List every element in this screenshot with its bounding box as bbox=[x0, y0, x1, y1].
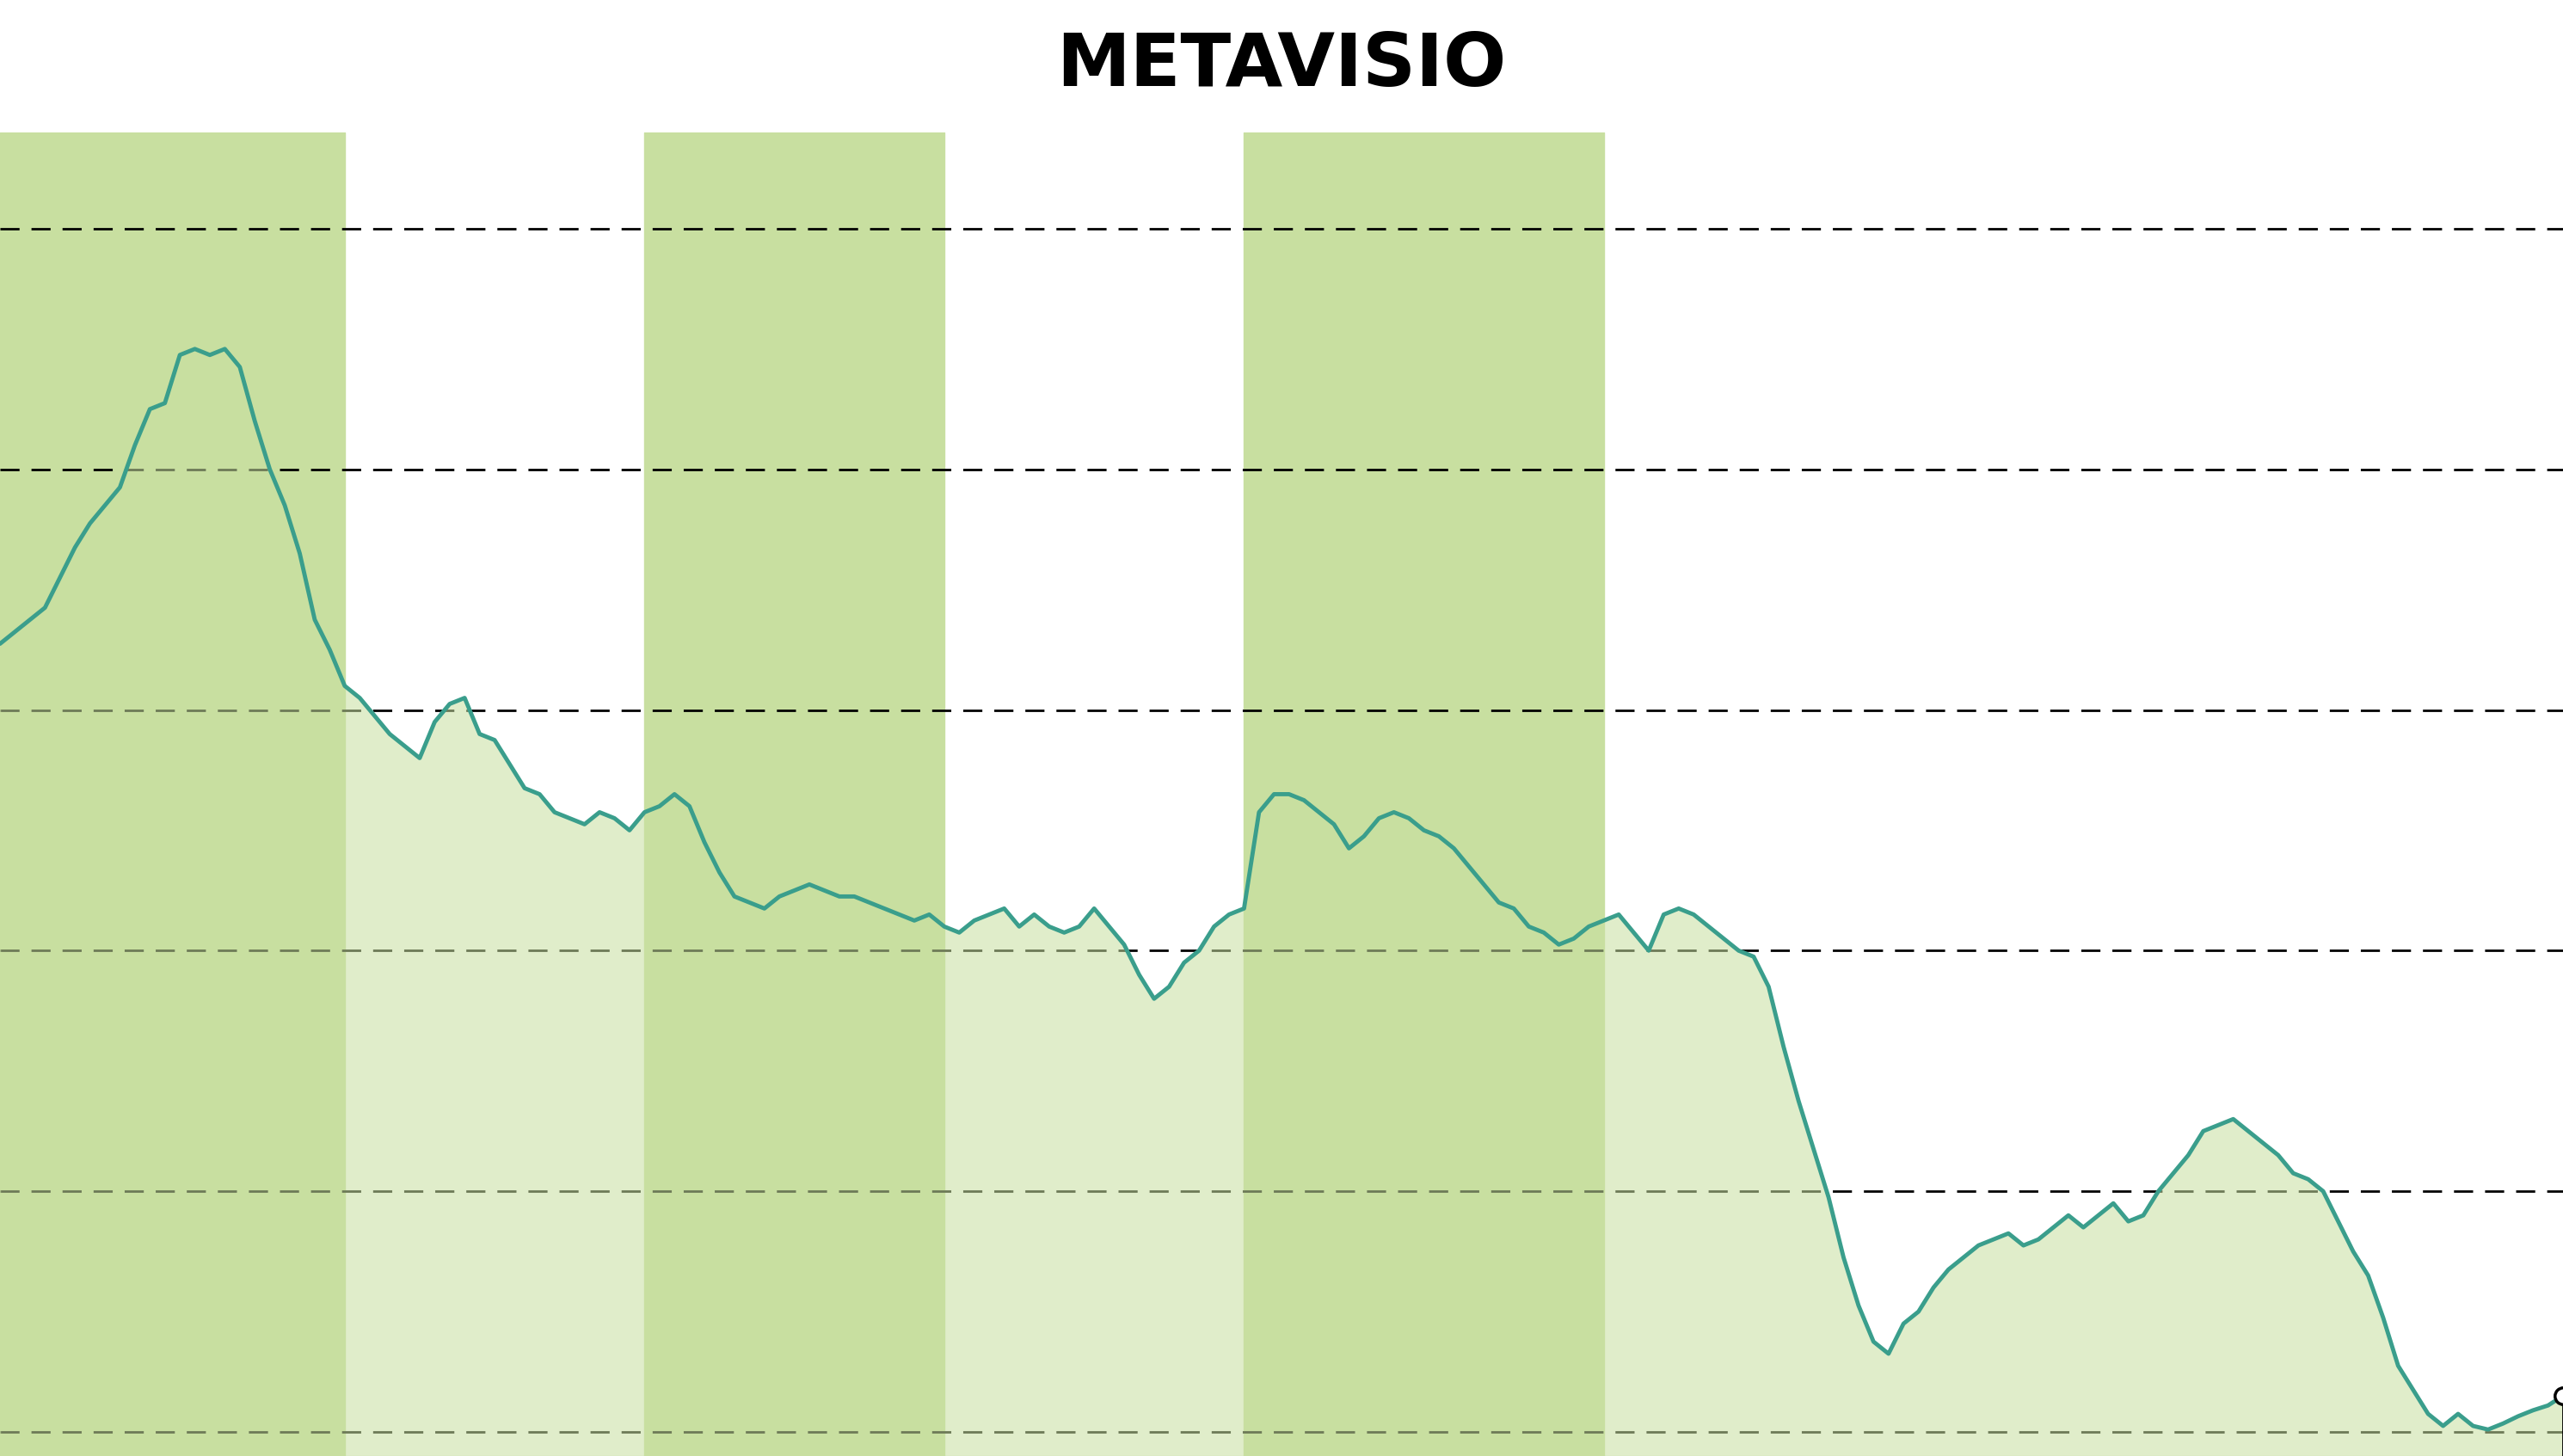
Text: METAVISIO: METAVISIO bbox=[1056, 31, 1507, 102]
Bar bbox=[0, 132, 346, 1456]
Bar bbox=[1243, 132, 1604, 1456]
Bar bbox=[643, 132, 943, 1456]
